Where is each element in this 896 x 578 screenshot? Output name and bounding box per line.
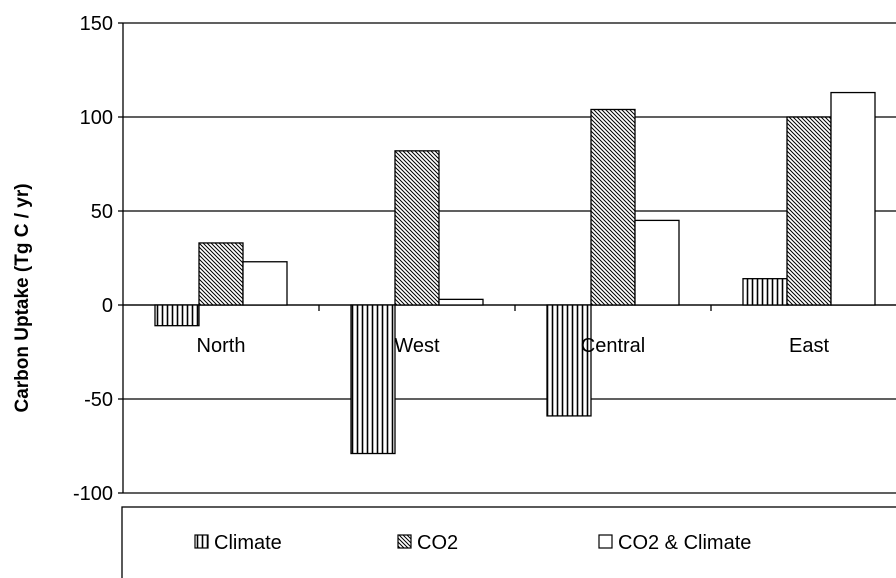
y-tick-labels: -100 -50 0 50 100 150 — [73, 13, 113, 505]
bar-climate-west — [350, 304, 396, 455]
legend-swatch — [194, 534, 209, 549]
y-axis-label: Carbon Uptake (Tg C / yr) — [12, 183, 33, 412]
bar-co2-climate-north — [242, 261, 288, 306]
y-tick-label: 50 — [91, 201, 113, 223]
y-tick-label: 100 — [80, 107, 113, 129]
y-tick-label: 150 — [80, 13, 113, 35]
bar-co2-climate-central — [634, 219, 680, 306]
legend-label: CO2 — [417, 532, 458, 554]
category-label: East — [789, 335, 829, 357]
category-label: North — [197, 335, 246, 357]
y-tick-label: -50 — [84, 389, 113, 411]
bar-climate-north — [154, 304, 200, 327]
bar-climate-east — [742, 278, 788, 306]
legend-label: CO2 & Climate — [618, 532, 751, 554]
legend-swatch — [598, 534, 613, 549]
legend-swatch — [397, 534, 412, 549]
bar-co2-climate-west — [438, 298, 484, 306]
legend-box — [121, 506, 896, 578]
legend: Climate CO2 CO2 & Climate — [121, 506, 896, 578]
bar-co2-central — [590, 108, 636, 306]
category-labels: North West Central East — [197, 335, 830, 357]
bar-climate-central — [546, 304, 592, 417]
bar-co2-north — [198, 242, 244, 306]
bar-co2-east — [786, 116, 832, 306]
legend-label: Climate — [214, 532, 282, 554]
category-label: West — [394, 335, 440, 357]
y-tick-label: 0 — [102, 295, 113, 317]
bars — [154, 91, 876, 455]
y-tick-label: -100 — [73, 483, 113, 505]
category-label: Central — [581, 335, 645, 357]
bar-co2-west — [394, 150, 440, 306]
bar-co2-climate-east — [830, 91, 876, 306]
